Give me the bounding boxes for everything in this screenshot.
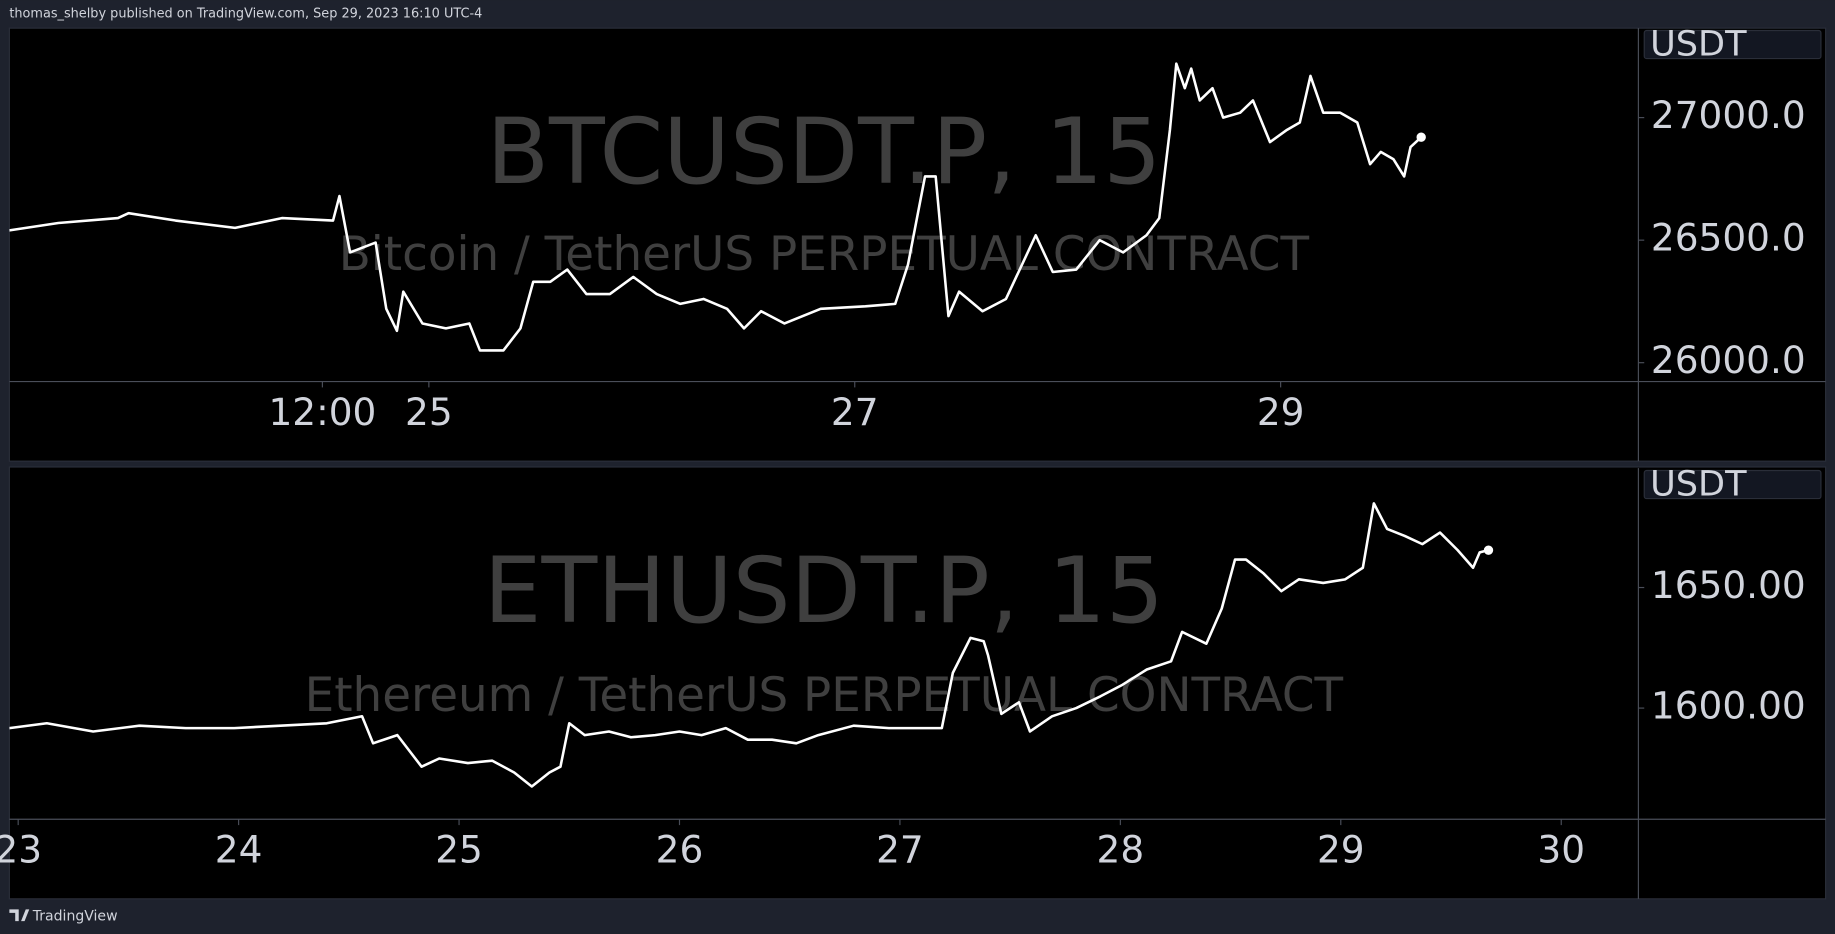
x-tick-label: 30 bbox=[1537, 828, 1585, 872]
currency-label: USDT bbox=[1650, 464, 1747, 505]
x-tick-label: 29 bbox=[1257, 390, 1305, 434]
y-tick-label: 27000.0 bbox=[1651, 93, 1806, 137]
y-tick-label: 26500.0 bbox=[1651, 216, 1806, 260]
x-tick-label: 12:00 bbox=[268, 390, 376, 434]
chart: ETHUSDT.P, 15 Ethereum / TetherUS PERPETU… bbox=[0, 464, 1826, 899]
currency-label: USDT bbox=[1650, 24, 1747, 65]
x-tick-label: 27 bbox=[831, 390, 879, 434]
publish-info: thomas_shelby published on TradingView.c… bbox=[9, 7, 482, 22]
watermark-subtitle: Bitcoin / TetherUS PERPETUAL CONTRACT bbox=[339, 228, 1310, 282]
y-tick-label: 1600.00 bbox=[1651, 684, 1806, 728]
x-tick-label: 26 bbox=[656, 828, 704, 872]
currency-badge bbox=[1643, 469, 1822, 500]
watermark: BTCUSDT.P, 15 bbox=[486, 98, 1161, 205]
x-tick-label: 24 bbox=[215, 828, 263, 872]
tv-logo bbox=[9, 909, 30, 922]
last-price-dot bbox=[1416, 132, 1426, 142]
x-tick-label: 23 bbox=[0, 828, 42, 872]
plot bbox=[9, 62, 1426, 352]
watermark-subtitle: Ethereum / TetherUS PERPETUAL CONTRACT bbox=[305, 669, 1344, 723]
x-tick-label: 29 bbox=[1317, 828, 1365, 872]
x-tick-label: 25 bbox=[435, 828, 483, 872]
last-price-dot bbox=[1483, 545, 1494, 555]
currency-badge bbox=[1643, 29, 1822, 60]
y-tick-label: 26000.0 bbox=[1651, 338, 1806, 382]
panel-bottom bbox=[8, 466, 1827, 900]
chart: BTCUSDT.P, 15 Bitcoin / TetherUS PERPETUA… bbox=[9, 24, 1826, 462]
x-tick-label: 28 bbox=[1097, 828, 1145, 872]
footer-brand: TradingView bbox=[32, 908, 118, 924]
panel-top bbox=[8, 27, 1827, 462]
x-tick-label: 27 bbox=[876, 828, 924, 872]
price-line bbox=[9, 502, 1489, 788]
plot bbox=[9, 502, 1494, 788]
watermark: ETHUSDT.P, 15 bbox=[484, 537, 1164, 644]
x-tick-label: 25 bbox=[405, 390, 453, 434]
price-line bbox=[9, 62, 1423, 352]
y-tick-label: 1650.00 bbox=[1651, 563, 1806, 607]
